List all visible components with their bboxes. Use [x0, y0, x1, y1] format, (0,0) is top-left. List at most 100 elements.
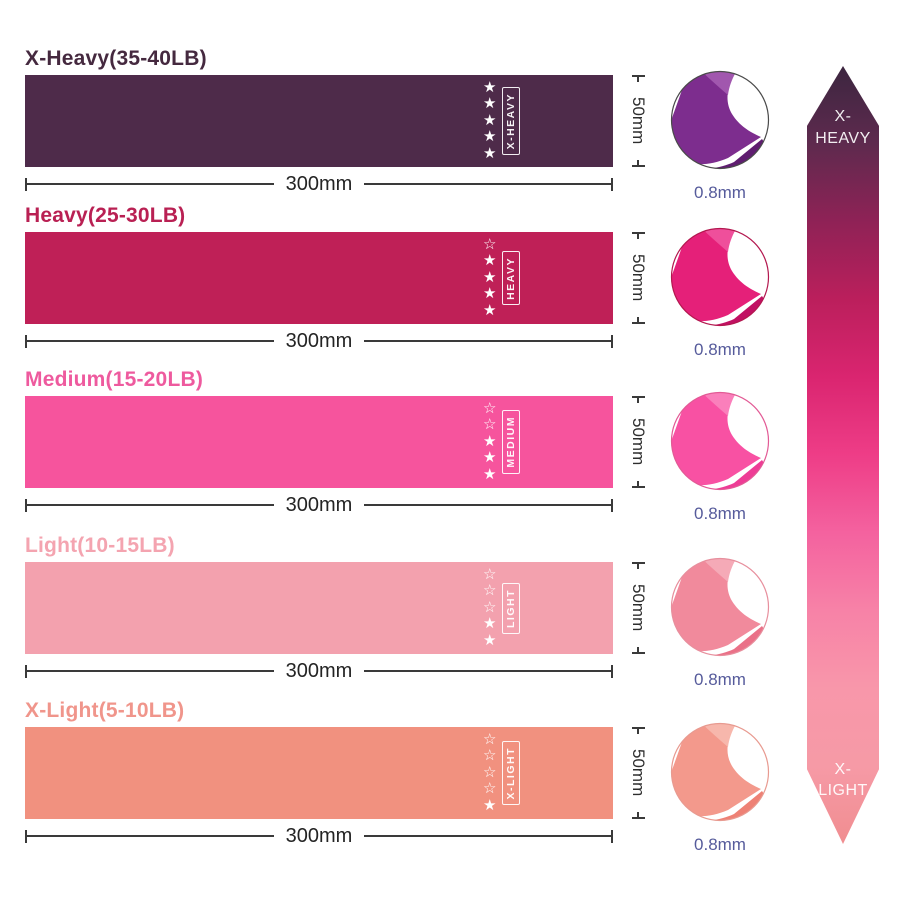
star-icon: ★: [483, 252, 497, 270]
thickness-photo: [670, 227, 770, 327]
width-dimension-label: 300mm: [285, 659, 353, 682]
thickness-label: 0.8mm: [694, 183, 746, 202]
scale-bottom-label-line2: LIGHT: [818, 782, 868, 800]
scale-bottom-label: X- LIGHT: [807, 759, 879, 802]
band-row: X-Light(5-10LB) ☆ ☆ ☆ ☆ ★ X-LIGHT 50mm 300mm: [0, 699, 900, 867]
height-dimension-label: 50mm: [629, 418, 648, 466]
band-level-label: HEAVY: [505, 256, 518, 300]
resistance-band: ☆ ★ ★ ★ ★ HEAVY: [25, 232, 613, 324]
resistance-band: ★ ★ ★ ★ ★ X-HEAVY: [25, 75, 613, 167]
scale-top-label-line2: HEAVY: [815, 129, 871, 147]
width-dimension-label: 300mm: [285, 824, 353, 847]
dimension-line-left: [27, 670, 274, 672]
band-title: X-Light(5-10LB): [25, 699, 185, 722]
star-icon: ☆: [483, 235, 497, 253]
dimension-tick-left: [25, 177, 27, 191]
band-fold-photo-icon: [670, 557, 770, 657]
width-dimension: 300mm: [25, 172, 614, 196]
resistance-band: ☆ ☆ ☆ ★ ★ LIGHT: [25, 562, 613, 654]
thickness-label: 0.8mm: [694, 670, 746, 689]
dimension-tick-right: [611, 177, 614, 191]
star-icon: ★: [483, 128, 497, 146]
star-icon: ☆: [483, 598, 497, 616]
width-dimension-label: 300mm: [285, 493, 353, 516]
star-icon: ☆: [483, 747, 497, 765]
band-row: Light(10-15LB) ☆ ☆ ☆ ★ ★ LIGHT 50mm 300mm: [0, 534, 900, 702]
thickness-photo: [670, 722, 770, 822]
band-title: Heavy(25-30LB): [25, 204, 186, 227]
width-dimension: 300mm: [25, 493, 614, 517]
dimension-line-left: [27, 835, 274, 837]
star-icon: ★: [483, 268, 497, 286]
star-icon: ☆: [483, 565, 497, 583]
dimension-tick-top: [631, 562, 645, 569]
star-icon: ★: [483, 465, 497, 483]
dimension-tick-bottom: [631, 811, 645, 819]
dimension-tick-bottom: [631, 316, 645, 324]
height-dimension-label: 50mm: [629, 97, 648, 145]
thickness-photo: [670, 70, 770, 170]
star-icon: ★: [483, 796, 497, 814]
star-icon: ☆: [483, 399, 497, 417]
star-icon: ☆: [483, 763, 497, 781]
band-title: Light(10-15LB): [25, 534, 175, 557]
dimension-tick-bottom: [631, 480, 645, 488]
width-dimension: 300mm: [25, 659, 614, 683]
dimension-line-left: [27, 504, 274, 506]
star-icon: ★: [483, 615, 497, 633]
height-dimension-label: 50mm: [629, 584, 648, 632]
dimension-line-right: [364, 504, 612, 506]
dimension-line-left: [27, 340, 274, 342]
scale-bottom-label-line1: X-: [834, 760, 852, 778]
band-decoration: ★ ★ ★ ★ ★ X-HEAVY: [483, 75, 521, 167]
dimension-line-right: [364, 835, 612, 837]
band-level-label: LIGHT: [505, 588, 518, 628]
band-row: Medium(15-20LB) ☆ ☆ ★ ★ ★ MEDIUM 50mm 300mm: [0, 368, 900, 536]
thickness-label: 0.8mm: [694, 340, 746, 359]
star-icon: ★: [483, 301, 497, 319]
dimension-tick-top: [631, 232, 645, 239]
dimension-line-right: [364, 183, 612, 185]
dimension-tick-top: [631, 727, 645, 734]
star-icon: ★: [483, 631, 497, 649]
band-level-label: MEDIUM: [505, 416, 518, 468]
star-icon: ★: [483, 432, 497, 450]
height-dimension: 50mm: [624, 75, 652, 167]
star-rating: ☆ ☆ ★ ★ ★: [483, 399, 497, 484]
band-fold-photo-icon: [670, 391, 770, 491]
band-level-badge: X-LIGHT: [502, 740, 521, 806]
thickness-photo: [670, 391, 770, 491]
dimension-tick-right: [611, 334, 614, 348]
resistance-band: ☆ ☆ ☆ ☆ ★ X-LIGHT: [25, 727, 613, 819]
band-decoration: ☆ ☆ ★ ★ ★ MEDIUM: [483, 396, 521, 488]
star-icon: ☆: [483, 780, 497, 798]
dimension-line-right: [364, 340, 612, 342]
width-dimension: 300mm: [25, 329, 614, 353]
band-title: Medium(15-20LB): [25, 368, 204, 391]
height-dimension-label: 50mm: [629, 749, 648, 797]
star-icon: ★: [483, 78, 497, 96]
dimension-tick-top: [631, 75, 645, 82]
band-title: X-Heavy(35-40LB): [25, 47, 207, 70]
star-icon: ★: [483, 449, 497, 467]
band-level-badge: LIGHT: [502, 582, 521, 634]
star-rating: ☆ ★ ★ ★ ★: [483, 235, 497, 320]
height-dimension: 50mm: [624, 232, 652, 324]
star-icon: ☆: [483, 582, 497, 600]
scale-top-label-line1: X-: [834, 108, 852, 125]
band-fold-photo-icon: [670, 227, 770, 327]
band-row: X-Heavy(35-40LB) ★ ★ ★ ★ ★ X-HEAVY 50mm 300m…: [0, 47, 900, 215]
band-level-label: X-HEAVY: [505, 92, 518, 150]
height-dimension: 50mm: [624, 396, 652, 488]
star-icon: ★: [483, 95, 497, 113]
star-rating: ★ ★ ★ ★ ★: [483, 78, 497, 163]
scale-top-label: X- HEAVY: [807, 106, 879, 149]
resistance-scale-arrow: X- HEAVY X- LIGHT: [807, 66, 879, 844]
height-dimension: 50mm: [624, 727, 652, 819]
band-fold-photo-icon: [670, 722, 770, 822]
dimension-tick-right: [611, 829, 614, 843]
star-icon: ☆: [483, 416, 497, 434]
height-dimension: 50mm: [624, 562, 652, 654]
dimension-tick-left: [25, 498, 27, 512]
